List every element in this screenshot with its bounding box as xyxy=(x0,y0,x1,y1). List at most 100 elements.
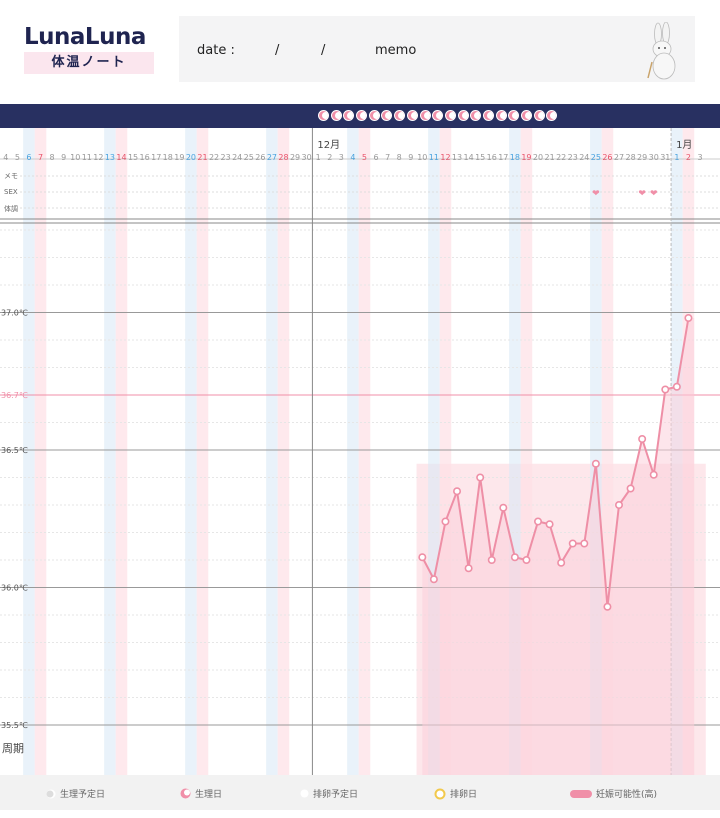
saturday-column xyxy=(347,128,359,775)
ring-icon xyxy=(434,788,446,799)
day-label: 11 xyxy=(82,153,92,162)
day-label: 21 xyxy=(544,153,554,162)
day-label: 22 xyxy=(209,153,219,162)
saturday-column xyxy=(590,128,602,775)
moon-icon xyxy=(419,110,431,121)
temperature-point xyxy=(591,459,600,468)
moon-icon xyxy=(457,110,469,121)
day-label: 25 xyxy=(591,153,601,162)
day-label: 1 xyxy=(316,153,321,162)
day-label: 20 xyxy=(186,153,196,162)
temperature-point xyxy=(615,500,624,509)
temperature-point xyxy=(487,555,496,564)
moon-icon xyxy=(394,110,406,121)
logo-text: LunaLuna xyxy=(24,24,146,50)
temperature-line xyxy=(421,317,690,607)
temperature-point xyxy=(441,517,450,526)
moon-icon xyxy=(381,110,393,121)
date-slash-1: / xyxy=(275,43,280,58)
moon-icon xyxy=(432,110,444,121)
day-label: 5 xyxy=(15,153,20,162)
info-box: date : / / memo xyxy=(179,16,695,82)
day-label: 30 xyxy=(649,153,659,162)
day-label: 11 xyxy=(429,153,439,162)
legend-fertile: 妊娠可能性(高) xyxy=(570,787,657,800)
moon-icon xyxy=(546,110,558,121)
y-tick-label: 36.5℃ xyxy=(1,446,28,455)
day-label: 29 xyxy=(290,153,300,162)
day-label: 18 xyxy=(510,153,520,162)
moon-icon xyxy=(533,110,545,121)
legend-period-label: 生理日 xyxy=(195,790,223,800)
day-label: 13 xyxy=(452,153,462,162)
day-label: 19 xyxy=(521,153,531,162)
saturday-column xyxy=(185,128,197,775)
moon-icon xyxy=(406,110,418,121)
day-label: 23 xyxy=(221,153,231,162)
day-label: 24 xyxy=(579,153,589,162)
sunday-column xyxy=(115,128,128,775)
row-label-sex: SEX xyxy=(4,188,18,196)
moon-icon xyxy=(495,110,507,121)
day-label: 17 xyxy=(498,153,508,162)
temperature-point xyxy=(672,382,681,391)
day-label: 23 xyxy=(568,153,578,162)
moon-icon xyxy=(470,110,482,121)
legend-period-expected: 生理予定日 xyxy=(46,787,105,800)
day-label: 26 xyxy=(255,153,265,162)
day-label: 4 xyxy=(3,153,8,162)
temperature-point xyxy=(568,539,577,548)
legend-fertile-label: 妊娠可能性(高) xyxy=(596,790,658,800)
temperature-point xyxy=(510,553,519,562)
day-label: 24 xyxy=(232,153,242,162)
legend-period: 生理日 xyxy=(180,787,222,800)
day-label: 18 xyxy=(163,153,173,162)
memo-label: memo xyxy=(375,43,417,58)
y-tick-label: 36.7℃ xyxy=(1,391,28,400)
day-label: 3 xyxy=(339,153,344,162)
row-label-condition: 体調 xyxy=(4,204,18,213)
day-label: 4 xyxy=(350,153,355,162)
month-label: 12月 xyxy=(317,139,340,151)
legend-ovulation-expected-label: 排卵予定日 xyxy=(313,790,359,800)
day-label: 8 xyxy=(397,153,402,162)
day-label: 2 xyxy=(686,153,691,162)
moon-icon xyxy=(444,110,456,121)
temperature-area xyxy=(422,318,695,775)
temperature-point xyxy=(476,473,485,482)
temperature-point xyxy=(626,484,635,493)
logo: LunaLuna 体温ノート xyxy=(24,24,156,74)
day-label: 10 xyxy=(417,153,427,162)
date-label: date : xyxy=(197,43,235,58)
day-label: 15 xyxy=(475,153,485,162)
rabbit-mascot-icon xyxy=(640,21,694,86)
day-label: 16 xyxy=(487,153,497,162)
moon-icon xyxy=(343,110,355,121)
day-label: 25 xyxy=(244,153,254,162)
day-label: 21 xyxy=(197,153,207,162)
cycle-moon-row xyxy=(318,110,559,122)
moon-icon xyxy=(356,110,368,121)
sunday-column xyxy=(439,128,452,775)
temperature-point xyxy=(499,503,508,512)
sunday-column xyxy=(358,128,371,775)
heart-icon: ❤ xyxy=(592,189,600,199)
logo-subtitle: 体温ノート xyxy=(24,52,154,74)
dot-icon xyxy=(300,789,309,798)
temperature-point xyxy=(545,520,554,529)
y-tick-label: 35.5℃ xyxy=(1,721,28,730)
temperature-point xyxy=(557,558,566,567)
day-label: 16 xyxy=(140,153,150,162)
day-label: 6 xyxy=(373,153,378,162)
header: LunaLuna 体温ノート date : / / memo xyxy=(0,0,720,104)
day-label: 14 xyxy=(116,153,126,162)
heart-icon: ❤ xyxy=(638,189,646,199)
temperature-point xyxy=(649,470,658,479)
temperature-point xyxy=(464,564,473,573)
date-slash-2: / xyxy=(321,43,326,58)
saturday-column xyxy=(23,128,35,775)
day-label: 2 xyxy=(327,153,332,162)
moon-icon xyxy=(330,110,342,121)
legend-period-expected-label: 生理予定日 xyxy=(60,790,106,800)
day-label: 22 xyxy=(556,153,566,162)
